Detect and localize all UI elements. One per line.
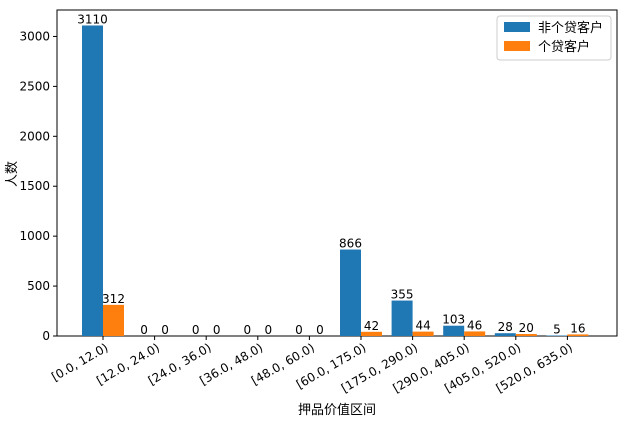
y-tick-label: 500 [27,279,50,293]
data-label-non-loan-405-0-520-0: 28 [498,320,513,334]
data-label-loan-12-0-24-0: 0 [161,323,169,337]
data-label-loan-175-0-290-0: 44 [415,319,430,333]
bar-non-loan-290-0-405-0 [443,325,465,336]
legend-swatch-non-loan [504,22,530,32]
bar-non-loan-175-0-290-0 [391,300,413,336]
data-label-non-loan-520-0-635-0: 5 [553,323,561,337]
y-tick-label: 2000 [19,129,50,143]
data-label-non-loan-36-0-48-0: 0 [243,323,251,337]
y-axis: 0 500 1000 1500 2000 2500 3000 [19,29,57,343]
bar-loan-405-0-520-0 [515,334,537,336]
x-axis-label: 押品价值区间 [298,402,376,418]
bar-loan-0-0-12-0 [103,304,124,336]
bar-non-loan-405-0-520-0 [494,333,516,336]
data-label-loan-24-0-36-0: 0 [213,323,221,337]
plot-area [56,9,618,337]
data-label-loan-405-0-520-0: 20 [519,321,534,335]
bar-loan-520-0-635-0 [567,334,589,336]
bar-loan-175-0-290-0 [412,331,434,336]
y-tick-label: 0 [42,329,50,343]
x-axis: [0.0, 12.0)[12.0, 24.0)[24.0, 36.0)[36.0… [49,336,575,395]
data-label-loan-290-0-405-0: 46 [467,318,482,332]
data-label-loan-60-0-175-0: 42 [364,319,379,333]
legend-label-loan: 个贷客户 [538,39,590,55]
data-label-loan-520-0-635-0: 16 [570,321,585,335]
y-tick-label: 1500 [19,179,50,193]
data-label-non-loan-0-0-12-0: 3110 [77,12,108,26]
legend-swatch-loan [504,41,530,51]
bars-group [82,25,589,337]
data-label-non-loan-24-0-36-0: 0 [192,323,200,337]
data-label-loan-48-0-60-0: 0 [316,323,324,337]
data-label-non-loan-12-0-24-0: 0 [140,323,148,337]
data-label-loan-0-0-12-0: 312 [102,292,125,306]
data-label-non-loan-175-0-290-0: 355 [391,288,414,302]
y-tick-label: 2500 [19,79,50,93]
bar-non-loan-60-0-175-0 [340,249,361,336]
y-tick-label: 1000 [19,229,50,243]
legend-label-non-loan: 非个贷客户 [538,20,603,36]
data-label-loan-36-0-48-0: 0 [264,323,272,337]
y-axis-label: 人数 [5,161,20,187]
bar-loan-60-0-175-0 [361,331,382,336]
bar-non-loan-0-0-12-0 [82,25,103,337]
y-tick-label: 3000 [19,29,50,43]
data-label-non-loan-60-0-175-0: 866 [339,237,362,251]
data-label-non-loan-290-0-405-0: 103 [442,313,465,327]
data-label-non-loan-48-0-60-0: 0 [295,323,303,337]
legend: 非个贷客户 个贷客户 [496,15,612,61]
bar-loan-290-0-405-0 [464,331,486,336]
